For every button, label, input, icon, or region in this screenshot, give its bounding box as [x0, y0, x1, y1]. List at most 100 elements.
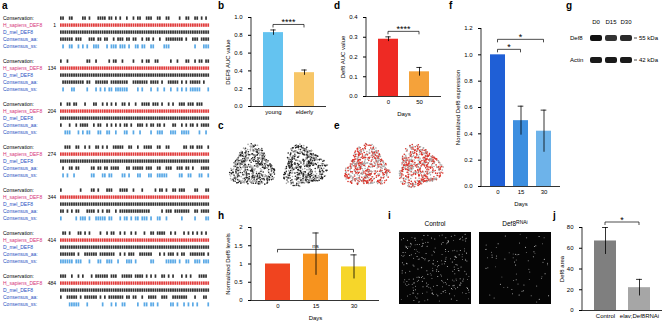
svg-text:D_mel_DEF8: D_mel_DEF8 — [3, 244, 33, 250]
svg-text:ns: ns — [312, 243, 318, 249]
svg-text:1.5: 1.5 — [234, 243, 243, 249]
svg-text:H_sapiens_DEF8: H_sapiens_DEF8 — [3, 194, 42, 200]
svg-text:414: 414 — [48, 237, 57, 243]
svg-text:Consensus_ss:: Consensus_ss: — [3, 215, 37, 221]
svg-text:344: 344 — [48, 194, 57, 200]
svg-text:0.0: 0.0 — [464, 183, 473, 189]
svg-text:0: 0 — [387, 99, 391, 105]
svg-text:484: 484 — [48, 280, 57, 286]
svg-text:0.4: 0.4 — [234, 68, 243, 74]
svg-text:0.4: 0.4 — [464, 131, 473, 137]
svg-text:elderly: elderly — [296, 109, 314, 115]
svg-text:H_sapiens_DEF8: H_sapiens_DEF8 — [3, 151, 42, 157]
svg-text:Consensus_aa:: Consensus_aa: — [3, 208, 38, 214]
svg-text:D_mel_DEF8: D_mel_DEF8 — [3, 158, 33, 164]
svg-text:40: 40 — [567, 266, 574, 272]
svg-text:D15: D15 — [605, 19, 617, 25]
svg-text:0.5: 0.5 — [234, 279, 243, 285]
svg-text:15: 15 — [313, 303, 320, 309]
svg-text:Consensus_ss:: Consensus_ss: — [3, 172, 37, 178]
svg-text:Def8 AUC value: Def8 AUC value — [340, 35, 346, 78]
svg-text:0.0: 0.0 — [234, 103, 243, 109]
svg-text:1.2: 1.2 — [464, 25, 473, 31]
svg-text:Def8 area: Def8 area — [559, 255, 565, 282]
svg-text:30: 30 — [351, 303, 358, 309]
svg-text:0.1: 0.1 — [349, 74, 358, 80]
svg-text:****: **** — [281, 17, 296, 27]
svg-text:Control: Control — [596, 313, 615, 319]
svg-text:*: * — [519, 32, 523, 42]
svg-text:Control: Control — [425, 220, 447, 227]
svg-text:0.8: 0.8 — [464, 78, 473, 84]
svg-text:20: 20 — [567, 287, 574, 293]
svg-text:0.6: 0.6 — [234, 50, 243, 56]
svg-text:D_mel_DEF8: D_mel_DEF8 — [3, 72, 33, 78]
svg-text:1.0: 1.0 — [234, 14, 243, 20]
svg-text:Consensus_aa:: Consensus_aa: — [3, 294, 38, 300]
svg-text:0.2: 0.2 — [234, 86, 243, 92]
svg-text:Def8RNAi: Def8RNAi — [502, 219, 527, 228]
svg-text:0: 0 — [239, 297, 243, 303]
svg-text:Conservation:: Conservation: — [3, 230, 34, 236]
svg-text:H_sapiens_DEF8: H_sapiens_DEF8 — [3, 108, 42, 114]
svg-text:H_sapiens_DEF8: H_sapiens_DEF8 — [3, 65, 42, 71]
svg-text:0.0: 0.0 — [349, 93, 358, 99]
svg-text:204: 204 — [48, 108, 57, 114]
svg-text:Conservation:: Conservation: — [3, 101, 34, 107]
svg-text:Conservation:: Conservation: — [3, 15, 34, 21]
svg-text:1.0: 1.0 — [464, 52, 473, 58]
svg-text:80: 80 — [567, 224, 574, 230]
svg-text:Consensus_ss:: Consensus_ss: — [3, 86, 37, 92]
svg-text:Conservation:: Conservation: — [3, 144, 34, 150]
svg-text:1: 1 — [239, 261, 243, 267]
svg-text:Actin: Actin — [570, 57, 583, 63]
svg-text:Days: Days — [397, 111, 411, 117]
svg-text:D_mel_DEF8: D_mel_DEF8 — [3, 115, 33, 121]
svg-text:D30: D30 — [620, 19, 632, 25]
svg-text:0.4: 0.4 — [349, 14, 358, 20]
svg-text:H_sapiens_DEF8: H_sapiens_DEF8 — [3, 280, 42, 286]
svg-text:young: young — [265, 109, 281, 115]
svg-text:****: **** — [396, 24, 411, 34]
svg-text:*: * — [507, 42, 511, 52]
svg-text:2: 2 — [239, 224, 243, 230]
svg-text:0.6: 0.6 — [464, 104, 473, 110]
svg-text:D0: D0 — [592, 19, 600, 25]
svg-text:1: 1 — [53, 22, 56, 28]
svg-text:Consensus_ss:: Consensus_ss: — [3, 258, 37, 264]
svg-text:D_mel_DEF8: D_mel_DEF8 — [3, 29, 33, 35]
svg-text:elav;Def8RNAi: elav;Def8RNAi — [620, 313, 659, 319]
svg-text:Consensus_aa:: Consensus_aa: — [3, 251, 38, 257]
svg-text:D_mel_DEF8: D_mel_DEF8 — [3, 287, 33, 293]
svg-text:Consensus_aa:: Consensus_aa: — [3, 122, 38, 128]
svg-text:*: * — [620, 215, 624, 225]
svg-text:30: 30 — [541, 189, 548, 195]
svg-text:Consensus_ss:: Consensus_ss: — [3, 43, 37, 49]
svg-text:15: 15 — [518, 189, 525, 195]
svg-text:0.2: 0.2 — [349, 54, 358, 60]
svg-text:Normalized Def8 expression: Normalized Def8 expression — [455, 70, 461, 145]
svg-text:55 kDa: 55 kDa — [639, 35, 659, 41]
svg-text:50: 50 — [416, 99, 423, 105]
svg-text:Consensus_aa:: Consensus_aa: — [3, 165, 38, 171]
svg-text:Conservation:: Conservation: — [3, 58, 34, 64]
svg-text:Normalized Def8 levels: Normalized Def8 levels — [225, 233, 231, 295]
svg-text:Days: Days — [514, 201, 528, 207]
svg-text:H_sapiens_DEF8: H_sapiens_DEF8 — [3, 237, 42, 243]
svg-text:134: 134 — [48, 65, 57, 71]
svg-text:D_mel_DEF8: D_mel_DEF8 — [3, 201, 33, 207]
svg-text:0.8: 0.8 — [234, 32, 243, 38]
svg-text:60: 60 — [567, 245, 574, 251]
svg-text:0.3: 0.3 — [349, 34, 358, 40]
svg-text:Consensus_ss:: Consensus_ss: — [3, 301, 37, 307]
svg-text:Def8: Def8 — [570, 35, 583, 41]
svg-text:Consensus_ss:: Consensus_ss: — [3, 129, 37, 135]
svg-text:H_sapiens_DEF8: H_sapiens_DEF8 — [3, 22, 42, 28]
svg-text:0: 0 — [570, 307, 574, 313]
svg-text:Conservation:: Conservation: — [3, 273, 34, 279]
svg-text:Conservation:: Conservation: — [3, 187, 34, 193]
svg-text:Days: Days — [309, 315, 323, 321]
svg-text:0: 0 — [276, 303, 280, 309]
svg-text:42 kDa: 42 kDa — [639, 57, 659, 63]
svg-text:Consensus_aa:: Consensus_aa: — [3, 36, 38, 42]
